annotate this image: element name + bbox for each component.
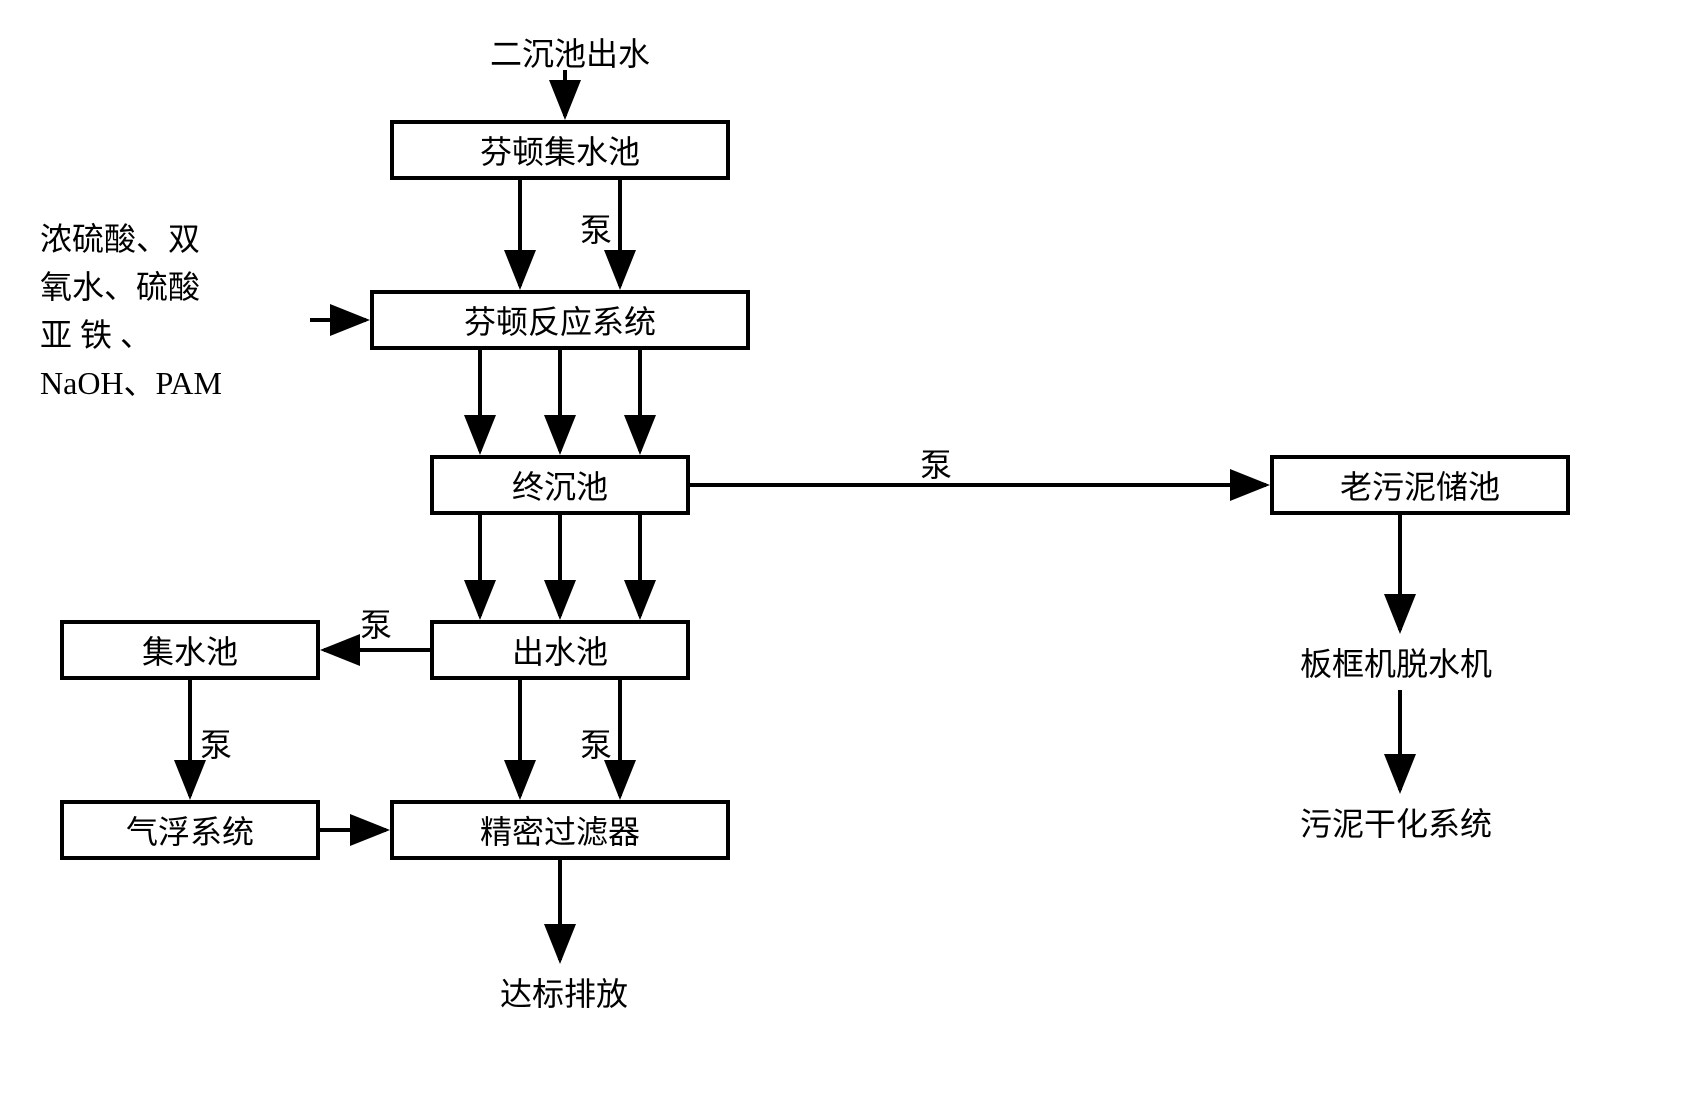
input-label: 二沉池出水 [490, 30, 650, 78]
pump-label-3: 泵 [580, 720, 612, 766]
filter-node: 精密过滤器 [390, 800, 730, 860]
final-settler-node: 终沉池 [430, 455, 690, 515]
filter-label: 精密过滤器 [480, 807, 640, 853]
arrows-layer [0, 0, 1702, 1112]
pump-label-5: 泵 [920, 440, 952, 486]
flotation-node: 气浮系统 [60, 800, 320, 860]
pump-label-2: 泵 [360, 600, 392, 646]
chemicals-label: 浓硫酸、双 氧水、硫酸 亚 铁 、 NaOH、PAM [40, 215, 320, 407]
final-settler-label: 终沉池 [512, 462, 608, 508]
effluent-tank-node: 出水池 [430, 620, 690, 680]
pump-label-1: 泵 [580, 205, 612, 251]
discharge-label: 达标排放 [500, 970, 628, 1018]
sludge-tank-label: 老污泥储池 [1340, 462, 1500, 508]
dewater-label: 板框机脱水机 [1300, 640, 1492, 688]
fenton-reactor-label: 芬顿反应系统 [464, 297, 656, 343]
effluent-tank-label: 出水池 [512, 627, 608, 673]
flotation-label: 气浮系统 [126, 807, 254, 853]
fenton-tank-node: 芬顿集水池 [390, 120, 730, 180]
fenton-tank-label: 芬顿集水池 [480, 127, 640, 173]
collect-tank-label: 集水池 [142, 627, 238, 673]
drying-label: 污泥干化系统 [1300, 800, 1492, 848]
pump-label-4: 泵 [200, 720, 232, 766]
collect-tank-node: 集水池 [60, 620, 320, 680]
fenton-reactor-node: 芬顿反应系统 [370, 290, 750, 350]
sludge-tank-node: 老污泥储池 [1270, 455, 1570, 515]
